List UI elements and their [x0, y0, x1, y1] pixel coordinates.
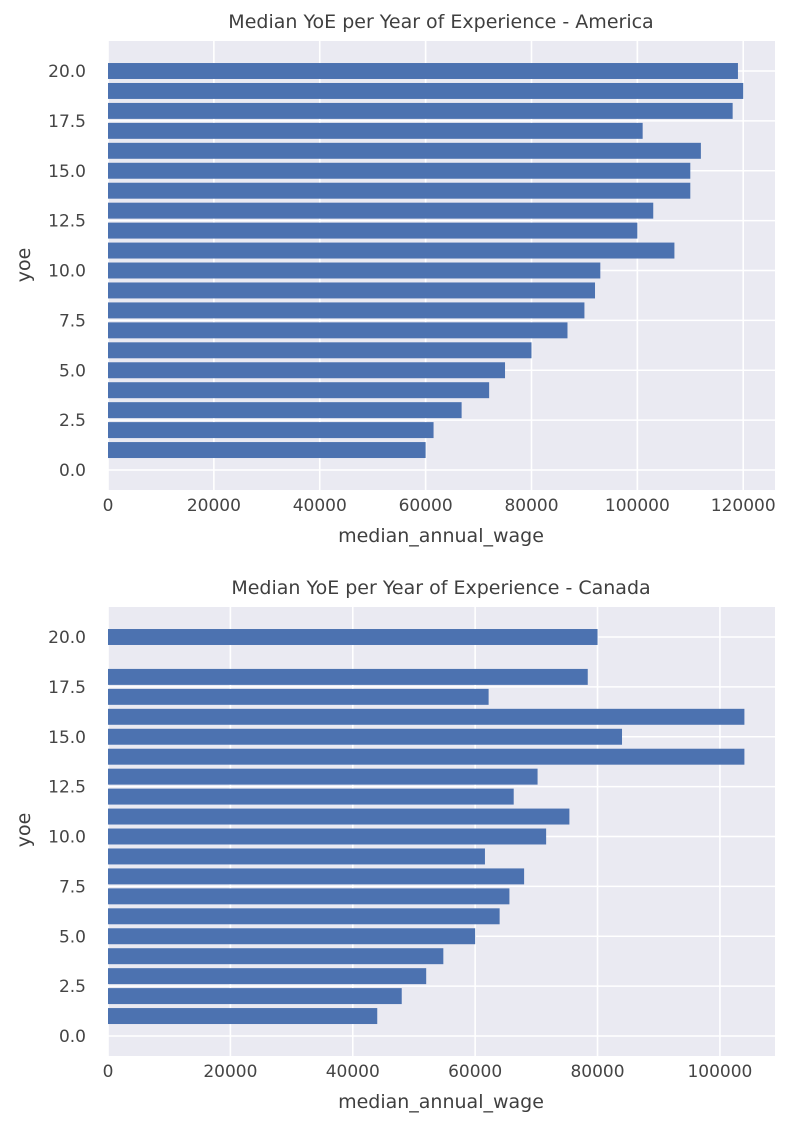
x-tick-label: 60000 [448, 1062, 502, 1082]
y-tick-label: 15.0 [48, 162, 86, 182]
bar [108, 402, 462, 419]
bar [108, 162, 691, 179]
bar [108, 422, 434, 439]
x-tick-label: 60000 [399, 496, 453, 516]
x-tick-labels: 0 20000 40000 60000 80000 100000 120000 [103, 496, 776, 516]
y-axis-label: yoe [13, 813, 35, 848]
x-tick-label: 100000 [687, 1062, 752, 1082]
x-tick-label: 80000 [570, 1062, 624, 1082]
x-axis-label: median_annual_wage [338, 525, 544, 547]
bar [108, 122, 643, 139]
y-tick-labels: 0.0 2.5 5.0 7.5 10.0 12.5 15.0 17.5 20.0 [48, 62, 86, 481]
y-tick-label: 17.5 [48, 112, 86, 132]
bar [108, 302, 585, 319]
bar [108, 1008, 378, 1025]
bar [108, 788, 514, 805]
bar [108, 748, 745, 765]
x-tick-labels: 0 20000 40000 60000 80000 100000 [103, 1062, 753, 1082]
x-tick-label: 20000 [187, 496, 241, 516]
y-tick-label: 2.5 [59, 977, 86, 997]
chart-title: Median YoE per Year of Experience - Amer… [228, 11, 653, 33]
chart-america: Median YoE per Year of Experience - Amer… [13, 11, 776, 547]
y-tick-label: 12.5 [48, 778, 86, 798]
bar [108, 629, 598, 645]
x-tick-label: 80000 [504, 496, 558, 516]
bar [108, 968, 427, 985]
y-tick-label: 7.5 [59, 877, 86, 897]
y-tick-label: 2.5 [59, 411, 86, 431]
bar [108, 928, 476, 945]
bars [108, 629, 745, 1025]
y-tick-label: 7.5 [59, 311, 86, 331]
y-tick-labels: 0.0 2.5 5.0 7.5 10.0 12.5 15.0 17.5 20.0 [48, 628, 86, 1047]
bar [108, 222, 638, 239]
y-tick-label: 10.0 [48, 262, 86, 282]
bar [108, 708, 745, 725]
bar [108, 382, 490, 399]
bar [108, 668, 588, 685]
x-tick-label: 20000 [203, 1062, 257, 1082]
y-tick-label: 15.0 [48, 728, 86, 748]
bar [108, 828, 547, 845]
bar [108, 988, 402, 1005]
bar [108, 848, 485, 865]
bar [108, 63, 738, 79]
x-axis-label: median_annual_wage [338, 1091, 544, 1113]
bar [108, 242, 675, 259]
x-tick-label: 0 [103, 496, 114, 516]
bars [108, 63, 744, 459]
bar [108, 82, 744, 99]
x-tick-label: 40000 [293, 496, 347, 516]
bar [108, 768, 538, 785]
y-tick-label: 0.0 [59, 461, 86, 481]
y-axis-label: yoe [13, 248, 35, 283]
bar [108, 362, 506, 379]
chart-title: Median YoE per Year of Experience - Cana… [231, 577, 650, 599]
y-tick-label: 5.0 [59, 361, 86, 381]
bar [108, 908, 500, 925]
bar [108, 808, 570, 825]
bar [108, 182, 691, 199]
bar [108, 688, 489, 705]
bar [108, 142, 701, 159]
x-tick-label: 100000 [605, 496, 670, 516]
x-tick-label: 120000 [711, 496, 776, 516]
y-tick-label: 20.0 [48, 62, 86, 82]
bar [108, 442, 426, 459]
bar [108, 102, 733, 119]
bar [108, 342, 532, 359]
bar [108, 262, 601, 279]
bar [108, 888, 510, 905]
y-tick-label: 17.5 [48, 678, 86, 698]
bar [108, 728, 623, 745]
y-tick-label: 12.5 [48, 212, 86, 232]
bar [108, 948, 444, 965]
x-tick-label: 0 [103, 1062, 114, 1082]
y-tick-label: 20.0 [48, 628, 86, 648]
bar [108, 868, 525, 885]
bar [108, 282, 596, 299]
x-tick-label: 40000 [326, 1062, 380, 1082]
bar [108, 202, 654, 219]
y-tick-label: 0.0 [59, 1027, 86, 1047]
y-tick-label: 10.0 [48, 828, 86, 848]
bar [108, 322, 568, 339]
y-tick-label: 5.0 [59, 927, 86, 947]
chart-canada: Median YoE per Year of Experience - Cana… [13, 577, 775, 1113]
